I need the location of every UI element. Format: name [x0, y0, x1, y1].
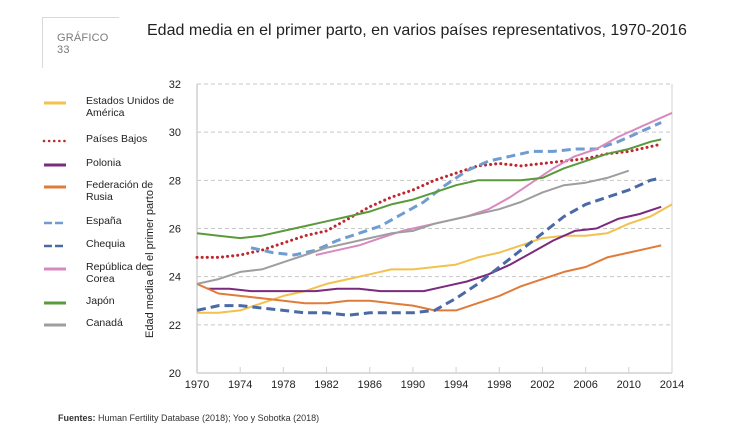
series-line-4: [250, 121, 662, 257]
legend-swatch: [42, 180, 68, 192]
x-tick-label: 2006: [573, 379, 597, 391]
legend-label: Canadá: [86, 317, 123, 329]
x-tick-label: 2010: [617, 379, 641, 391]
series-line-2: [207, 205, 662, 293]
y-tick-label: 32: [169, 79, 181, 91]
series-line-0: [197, 203, 673, 314]
series-line-6: [315, 111, 673, 256]
legend-item: Federación de Rusia: [42, 179, 176, 203]
legend-label: Estados Unidos de América: [86, 95, 175, 119]
x-tick-label: 1986: [357, 379, 381, 391]
legend-swatch: [42, 134, 68, 146]
series-line-5: [196, 176, 662, 317]
legend-label: Federación de Rusia: [86, 179, 154, 203]
figure-number-tag: GRÁFICO 33: [42, 17, 119, 68]
legend-swatch: [42, 96, 68, 108]
legend-label: España: [86, 215, 122, 227]
legend-item: Japón: [42, 295, 176, 308]
y-tick-label: 24: [169, 272, 181, 284]
legend-item: Polonia: [42, 157, 176, 170]
x-tick-label: 2014: [660, 379, 684, 391]
x-tick-label: 1974: [228, 379, 252, 391]
series-line-7: [196, 138, 662, 240]
series-line-8: [196, 169, 630, 285]
legend-label: Chequia: [86, 238, 126, 250]
legend-label: Polonia: [86, 157, 122, 169]
x-tick-label: 1970: [185, 379, 209, 391]
legend-item: República de Corea: [42, 261, 176, 285]
legend-label: Japón: [86, 295, 115, 307]
legend-label: República de Corea: [86, 261, 148, 285]
series-line-1: [195, 142, 663, 259]
legend-swatch: [42, 216, 68, 228]
legend-swatch: [42, 158, 68, 170]
legend-item: Estados Unidos de América: [42, 95, 176, 119]
y-tick-label: 30: [169, 127, 181, 139]
legend-item: Canadá: [42, 317, 176, 330]
legend-swatch: [42, 262, 68, 274]
legend-item: España: [42, 215, 176, 228]
x-tick-label: 1998: [487, 379, 511, 391]
legend-swatch: [42, 318, 68, 330]
x-tick-label: 2002: [530, 379, 554, 391]
x-tick-label: 1978: [271, 379, 295, 391]
y-tick-label: 26: [169, 224, 181, 236]
legend-item: Chequia: [42, 238, 176, 251]
y-tick-label: 20: [169, 368, 181, 380]
legend-swatch: [42, 296, 68, 308]
chart-title: Edad media en el primer parto, en varios…: [147, 22, 687, 39]
source-text: Human Fertility Database (2018); Yoo y S…: [95, 413, 320, 423]
figure-number: GRÁFICO 33: [57, 32, 109, 56]
legend-item: Países Bajos: [42, 133, 176, 146]
legend-label: Países Bajos: [86, 133, 148, 145]
legend-swatch: [42, 239, 68, 251]
x-tick-label: 1982: [314, 379, 338, 391]
x-tick-label: 1994: [444, 379, 468, 391]
y-tick-label: 22: [169, 320, 181, 332]
source-note: Fuentes: Human Fertility Database (2018)…: [58, 413, 319, 423]
y-tick-label: 28: [169, 175, 181, 187]
x-tick-label: 1990: [401, 379, 425, 391]
source-label: Fuentes:: [58, 413, 96, 423]
